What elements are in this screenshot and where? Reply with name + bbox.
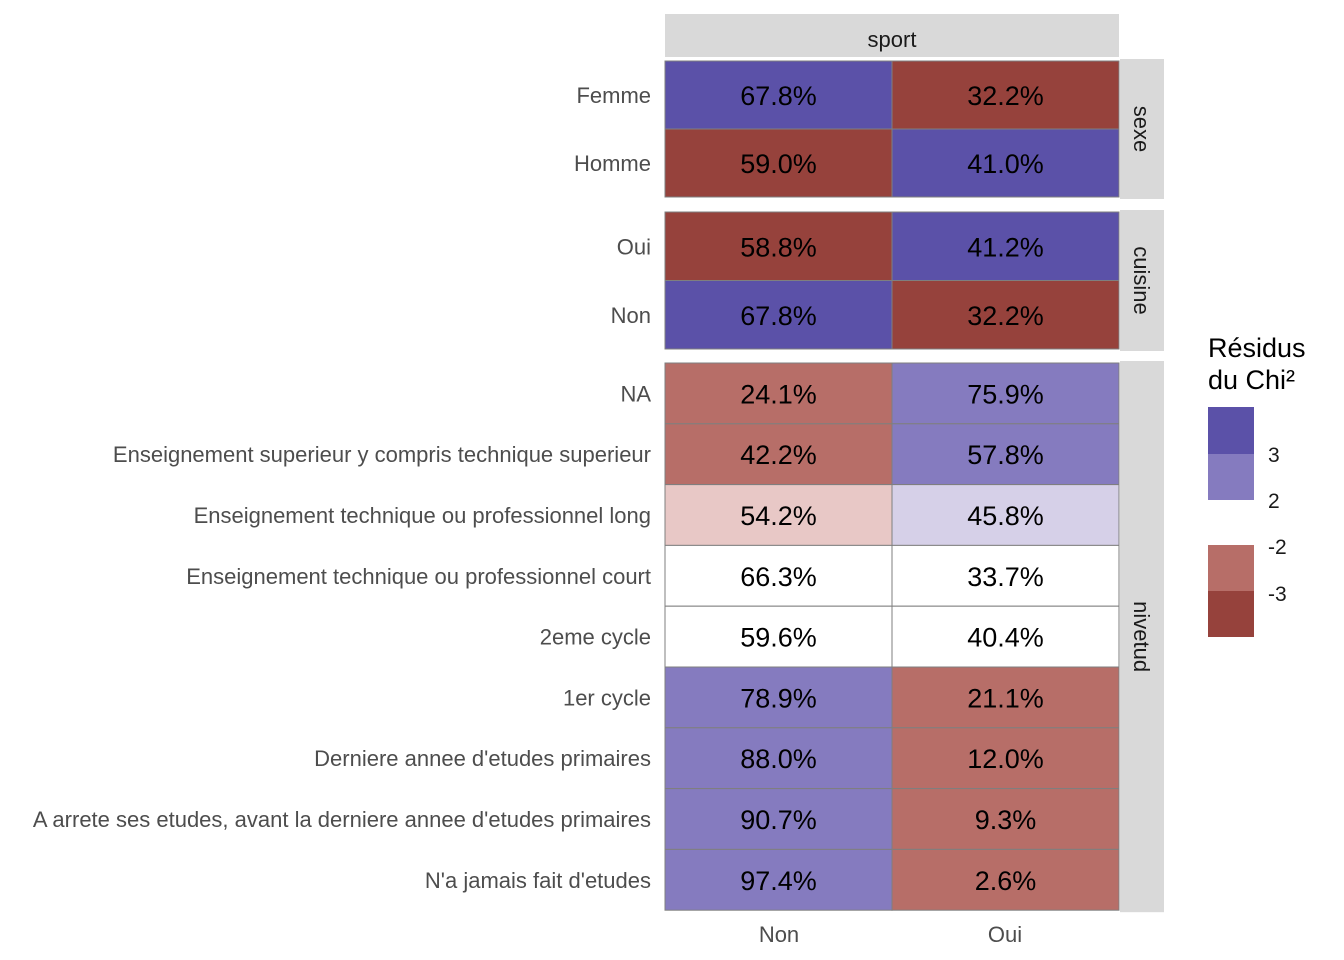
row-label: 1er cycle <box>563 685 651 710</box>
cell-value-label: 88.0% <box>740 744 817 774</box>
cell-value-label: 45.8% <box>967 501 1044 531</box>
row-label: Enseignement superieur y compris techniq… <box>113 442 651 467</box>
cell-value-label: 67.8% <box>740 81 817 111</box>
cell-value-label: 32.2% <box>967 301 1044 331</box>
heatmap-cell <box>664 362 893 425</box>
cell-value-label: 66.3% <box>740 562 817 592</box>
row-label: Femme <box>576 83 651 108</box>
heatmap-cell <box>891 128 1120 198</box>
top-strip <box>665 14 1119 57</box>
heatmap-cell <box>664 544 893 607</box>
row-label: NA <box>620 381 651 406</box>
cell-value-label: 9.3% <box>975 805 1037 835</box>
legend-key-high-negative <box>1208 591 1254 637</box>
heatmap-cell <box>664 848 893 911</box>
row-label: Oui <box>617 234 651 259</box>
cell-value-label: 78.9% <box>740 683 817 713</box>
heatmap-cell <box>664 280 893 350</box>
panel-strip-label: sexe <box>1129 106 1154 152</box>
heatmap-cell <box>891 605 1120 668</box>
cell-value-label: 90.7% <box>740 805 817 835</box>
row-label: Derniere annee d'etudes primaires <box>314 746 651 771</box>
cell-value-label: 21.1% <box>967 683 1044 713</box>
cell-value-label: 57.8% <box>967 440 1044 470</box>
cell-value-label: 41.0% <box>967 149 1044 179</box>
cell-value-label: 40.4% <box>967 623 1044 653</box>
legend-title-line-2: du Chi² <box>1208 365 1295 395</box>
heatmap-cell <box>891 60 1120 130</box>
heatmap-cell <box>891 848 1120 911</box>
legend-title-line-1: Résidus <box>1208 333 1306 363</box>
heatmap-cell <box>891 484 1120 546</box>
x-tick-non: Non <box>759 922 799 947</box>
heatmap-cell <box>891 788 1120 850</box>
cell-value-label: 58.8% <box>740 232 817 262</box>
heatmap-cells: 67.8% 32.2% 59.0% 41.0% 58.8% 41.2% 67.8% 32.2%… <box>664 60 1120 911</box>
legend-tick-2: 2 <box>1268 490 1280 513</box>
cell-value-label: 54.2% <box>740 501 817 531</box>
row-label: Non <box>611 303 651 328</box>
legend: Résidus du Chi² 3 2 -2 -3 <box>1208 333 1306 637</box>
cell-value-label: 24.1% <box>740 379 817 409</box>
row-label: Enseignement technique ou professionnel … <box>194 503 651 528</box>
cell-value-label: 33.7% <box>967 562 1044 592</box>
heatmap-cell <box>891 666 1120 729</box>
panel-strip-label: nivetud <box>1129 601 1154 672</box>
row-label: N'a jamais fait d'etudes <box>425 868 651 893</box>
cell-value-label: 41.2% <box>967 232 1044 262</box>
panel-strips: sexe cuisine nivetud <box>1120 59 1164 913</box>
heatmap-cell <box>664 60 893 130</box>
row-label: A arrete ses etudes, avant la derniere a… <box>33 807 651 832</box>
heatmap-cell <box>664 484 893 546</box>
heatmap-cell <box>664 666 893 729</box>
heatmap-cell <box>664 788 893 850</box>
cell-value-label: 42.2% <box>740 440 817 470</box>
heatmap-cell <box>664 605 893 668</box>
cell-value-label: 67.8% <box>740 301 817 331</box>
cell-value-label: 59.6% <box>740 623 817 653</box>
panel-strip <box>1120 361 1164 913</box>
panel-strip-label: cuisine <box>1129 246 1154 314</box>
row-labels: Femme Homme Oui Non NA Enseignement superieur… <box>33 83 651 893</box>
legend-tick-3: 3 <box>1268 444 1280 467</box>
cell-value-label: 12.0% <box>967 744 1044 774</box>
heatmap-cell <box>891 280 1120 350</box>
cell-value-label: 97.4% <box>740 866 817 896</box>
row-label: Homme <box>574 151 651 176</box>
heatmap-cell <box>891 727 1120 790</box>
cell-value-label: 32.2% <box>967 81 1044 111</box>
heatmap-cell <box>664 128 893 198</box>
cell-value-label: 75.9% <box>967 379 1044 409</box>
legend-key-negative <box>1208 545 1254 591</box>
legend-key-high-positive <box>1208 407 1254 454</box>
heatmap-cell <box>891 423 1120 486</box>
cell-value-label: 2.6% <box>975 866 1037 896</box>
row-label: 2eme cycle <box>540 625 651 650</box>
legend-tick-minus-2: -2 <box>1268 536 1287 559</box>
heatmap-cell <box>891 362 1120 425</box>
legend-tick-minus-3: -3 <box>1268 583 1287 606</box>
x-tick-oui: Oui <box>988 922 1022 947</box>
row-label: Enseignement technique ou professionnel … <box>186 564 651 589</box>
heatmap-cell <box>664 727 893 790</box>
panel-strip <box>1120 210 1164 351</box>
panel-strip <box>1120 59 1164 199</box>
heatmap-cell <box>891 544 1120 607</box>
cell-value-label: 59.0% <box>740 149 817 179</box>
legend-key-positive <box>1208 454 1254 500</box>
column-facet-label: sport <box>868 27 917 52</box>
